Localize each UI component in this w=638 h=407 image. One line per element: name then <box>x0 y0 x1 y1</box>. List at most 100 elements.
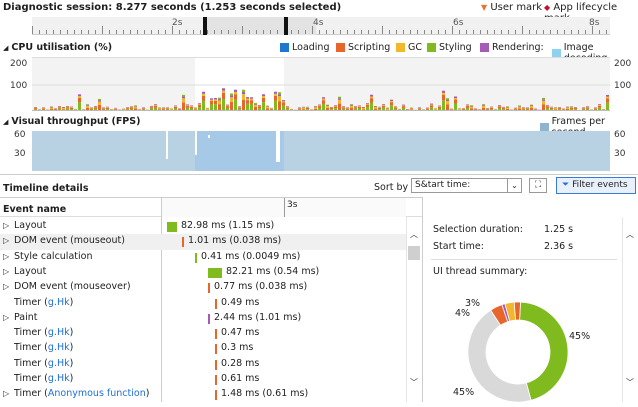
cpu-bar-segment <box>154 106 157 108</box>
scroll-up-icon[interactable]: ︿ <box>410 229 418 240</box>
expand-arrow-icon[interactable]: ▷ <box>3 282 14 291</box>
legend-styling[interactable]: Styling <box>427 42 472 53</box>
legend-loading[interactable]: Loading <box>280 42 329 53</box>
scrollbar-thumb[interactable] <box>408 246 420 260</box>
source-link[interactable]: g.Hk <box>48 358 70 369</box>
event-name: ▷Timer (Anonymous function) <box>3 388 149 399</box>
fps-dip <box>195 131 197 155</box>
cpu-bar-segment <box>242 92 245 94</box>
source-link[interactable]: g.Hk <box>48 373 70 384</box>
cpu-bar-segment <box>190 107 193 109</box>
event-name: ▷DOM event (mouseout) <box>3 235 125 246</box>
scroll-down-icon[interactable]: ﹀ <box>626 377 634 388</box>
expand-arrow-icon[interactable]: ▷ <box>3 389 14 398</box>
event-row[interactable]: Timer (g.Hk)0.49 ms <box>0 296 406 312</box>
expand-arrow-icon[interactable]: ▷ <box>3 267 14 276</box>
cpu-bar-segment <box>502 107 505 108</box>
cpu-utilisation-graph[interactable] <box>32 57 610 111</box>
source-link[interactable]: g.Hk <box>48 297 70 308</box>
event-name-text: Paint <box>14 312 38 323</box>
fps-header[interactable]: ◢Visual throughput (FPS) <box>3 116 140 127</box>
col-event-name[interactable]: Event name <box>3 204 66 215</box>
expand-arrow-icon[interactable]: ▷ <box>3 252 14 261</box>
cpu-bar-segment <box>490 107 493 108</box>
cpu-bar-segment <box>334 107 337 109</box>
cpu-header[interactable]: ◢CPU utilisation (%) <box>3 42 112 53</box>
cpu-bar-segment <box>582 108 585 109</box>
event-row[interactable]: ▷DOM event (mouseover) 0.77 ms (0.038 ms) <box>0 280 406 296</box>
cpu-bar-segment <box>306 108 309 109</box>
selection-start-handle[interactable] <box>203 17 207 35</box>
cpu-bar-segment <box>358 108 361 111</box>
event-row[interactable]: Timer (g.Hk)0.47 ms <box>0 326 406 342</box>
event-name: ▷DOM event (mouseover) <box>3 281 131 292</box>
fps-graph[interactable] <box>32 131 610 171</box>
source-link[interactable]: Anonymous function <box>48 388 146 399</box>
ruler-tick <box>564 30 565 34</box>
cpu-bar-segment <box>50 108 53 109</box>
cpu-bar-segment <box>470 108 473 111</box>
selection-end-handle[interactable] <box>284 17 288 35</box>
filter-events-button[interactable]: ⏷ Filter events <box>556 177 636 194</box>
event-name-text: Timer ( <box>14 388 48 399</box>
legend-rendering[interactable]: Rendering: <box>480 42 544 53</box>
cpu-bar-segment <box>454 100 457 104</box>
event-row[interactable]: Timer (g.Hk)0.3 ms <box>0 341 406 357</box>
scroll-down-icon[interactable]: ﹀ <box>410 377 418 388</box>
ruler-tick <box>375 30 376 34</box>
collapse-triangle-icon[interactable]: ◢ <box>3 44 8 52</box>
scroll-up-icon[interactable]: ︿ <box>626 229 634 240</box>
cpu-bar-segment <box>434 109 437 110</box>
cpu-bar-segment <box>130 106 133 107</box>
cpu-bar-segment <box>34 108 37 109</box>
cpu-bar-segment <box>530 105 533 106</box>
details-scrollbar[interactable]: ︿ ﹀ <box>406 217 422 402</box>
collapse-triangle-icon[interactable]: ◢ <box>3 118 8 126</box>
legend-gc[interactable]: GC <box>396 42 422 53</box>
ruler-tick <box>396 30 397 34</box>
source-link[interactable]: g.Hk <box>48 327 70 338</box>
cpu-bar-segment <box>78 94 81 96</box>
source-link[interactable]: g.Hk <box>48 342 70 353</box>
expand-arrow-icon[interactable]: ▷ <box>3 313 14 322</box>
event-row[interactable]: ▷Timer (Anonymous function)1.48 ms (0.61… <box>0 387 406 403</box>
cpu-bar-segment <box>486 110 489 111</box>
cpu-bar-segment <box>442 100 445 111</box>
cpu-bar-segment <box>282 105 285 111</box>
ruler-tick <box>557 30 558 34</box>
cpu-bar-segment <box>54 110 57 111</box>
expand-all-icon[interactable]: ⛶ <box>529 178 547 193</box>
cpu-bar-segment <box>258 106 261 108</box>
ruler-tick <box>522 26 523 34</box>
cpu-bar-segment <box>542 101 545 105</box>
expand-arrow-icon[interactable]: ▷ <box>3 236 14 245</box>
event-name: ▷Layout <box>3 266 46 277</box>
event-name: Timer (g.Hk) <box>3 342 73 353</box>
ruler-tick <box>508 30 509 34</box>
ruler-tick <box>214 30 215 34</box>
expand-arrow-icon[interactable]: ▷ <box>3 221 14 230</box>
cpu-bar-segment <box>42 109 45 111</box>
cpu-bar-segment <box>322 100 325 104</box>
summary-scrollbar[interactable]: ︿ ﹀ <box>622 217 638 402</box>
sort-select[interactable]: S&tart time: ⌄ <box>411 178 522 193</box>
cpu-bar-segment <box>474 110 477 111</box>
ruler-strip[interactable]: 2s 4s 6s 8s <box>32 17 610 35</box>
cpu-bar-segment <box>502 109 505 111</box>
cpu-bar-segment <box>134 107 137 109</box>
event-duration: 0.77 ms (0.038 ms) <box>214 281 307 292</box>
cpu-bar-segment <box>322 97 325 98</box>
cpu-bar-segment <box>318 108 321 111</box>
cpu-bar-segment <box>430 105 433 107</box>
cpu-bar-segment <box>374 109 377 111</box>
legend-scripting[interactable]: Scripting <box>336 42 390 53</box>
cpu-bar-segment <box>114 109 117 110</box>
event-row[interactable]: Timer (g.Hk)0.61 ms <box>0 372 406 388</box>
event-row[interactable]: ▷DOM event (mouseout)1.01 ms (0.038 ms) <box>0 234 406 250</box>
cpu-bar-segment <box>234 100 237 111</box>
event-row[interactable]: Timer (g.Hk)0.28 ms <box>0 357 406 373</box>
